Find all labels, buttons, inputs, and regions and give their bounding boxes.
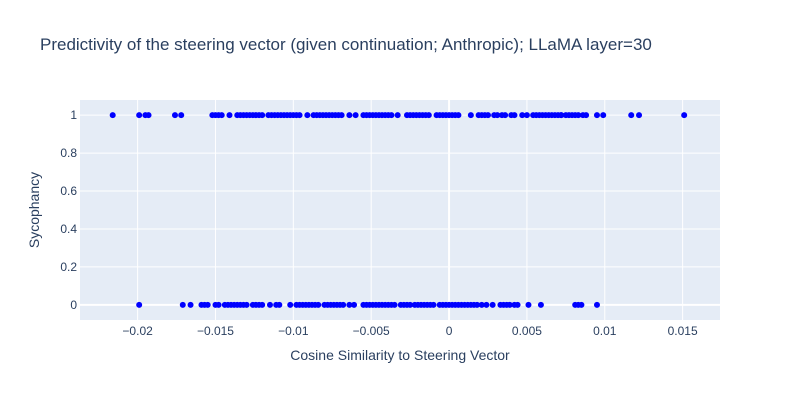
data-point (346, 301, 353, 308)
data-point (243, 301, 250, 308)
y-tick-label: 0.4 (60, 222, 77, 236)
data-point (474, 301, 481, 308)
x-axis-ticks: −0.02 −0.015 −0.01 −0.005 0 0.005 0.01 0.015 (122, 324, 698, 338)
x-tick-label: −0.015 (197, 324, 234, 338)
data-point (484, 112, 491, 119)
data-point (171, 112, 178, 119)
data-point (537, 301, 544, 308)
y-tick-label: 1 (70, 108, 77, 122)
data-point (187, 301, 194, 308)
chart-title: Predictivity of the steering vector (giv… (40, 35, 652, 54)
data-point (483, 301, 490, 308)
data-point (204, 301, 211, 308)
x-tick-label: −0.02 (122, 324, 153, 338)
data-point (145, 112, 152, 119)
plot-background (80, 100, 720, 320)
data-point (136, 112, 143, 119)
data-point (226, 112, 233, 119)
x-tick-label: −0.01 (278, 324, 309, 338)
data-point (511, 112, 518, 119)
data-point (575, 112, 582, 119)
data-point (519, 112, 526, 119)
data-point (425, 112, 432, 119)
data-point (578, 301, 585, 308)
data-point (514, 301, 521, 308)
y-tick-label: 0 (70, 298, 77, 312)
data-point (583, 112, 590, 119)
data-point (218, 112, 225, 119)
data-points (109, 112, 688, 308)
data-point (315, 301, 322, 308)
data-point (494, 112, 501, 119)
data-point (178, 112, 185, 119)
data-point (489, 301, 496, 308)
data-point (478, 301, 485, 308)
data-point (430, 301, 437, 308)
data-point (525, 301, 532, 308)
data-point (352, 112, 359, 119)
data-point (455, 112, 462, 119)
data-point (628, 112, 635, 119)
data-point (266, 301, 273, 308)
data-point (593, 301, 600, 308)
data-point (467, 112, 474, 119)
data-point (287, 301, 294, 308)
data-point (506, 301, 513, 308)
x-tick-label: 0.005 (512, 324, 542, 338)
y-tick-label: 0.8 (60, 146, 77, 160)
data-point (391, 301, 398, 308)
data-point (338, 112, 345, 119)
data-point (276, 301, 283, 308)
data-point (636, 112, 643, 119)
data-point (109, 112, 116, 119)
y-axis-ticks: 0 0.2 0.4 0.6 0.8 1 (60, 108, 77, 312)
data-point (304, 112, 311, 119)
data-point (502, 112, 509, 119)
y-tick-label: 0.6 (60, 184, 77, 198)
x-tick-label: 0.015 (668, 324, 698, 338)
data-point (351, 301, 358, 308)
data-point (296, 112, 303, 119)
data-point (340, 301, 347, 308)
data-point (523, 112, 530, 119)
data-point (558, 112, 565, 119)
data-point (388, 112, 395, 119)
data-point (259, 301, 266, 308)
data-point (259, 112, 266, 119)
data-point (215, 301, 222, 308)
x-tick-label: −0.005 (353, 324, 390, 338)
y-axis-title: Sycophancy (26, 172, 42, 248)
data-point (407, 301, 414, 308)
data-point (179, 301, 186, 308)
x-axis-title: Cosine Similarity to Steering Vector (290, 347, 510, 363)
data-point (681, 112, 688, 119)
y-tick-label: 0.2 (60, 260, 77, 274)
data-point (600, 112, 607, 119)
data-point (394, 112, 401, 119)
data-point (593, 112, 600, 119)
x-tick-label: 0 (446, 324, 453, 338)
data-point (346, 112, 353, 119)
data-point (136, 301, 143, 308)
x-tick-label: 0.01 (593, 324, 617, 338)
